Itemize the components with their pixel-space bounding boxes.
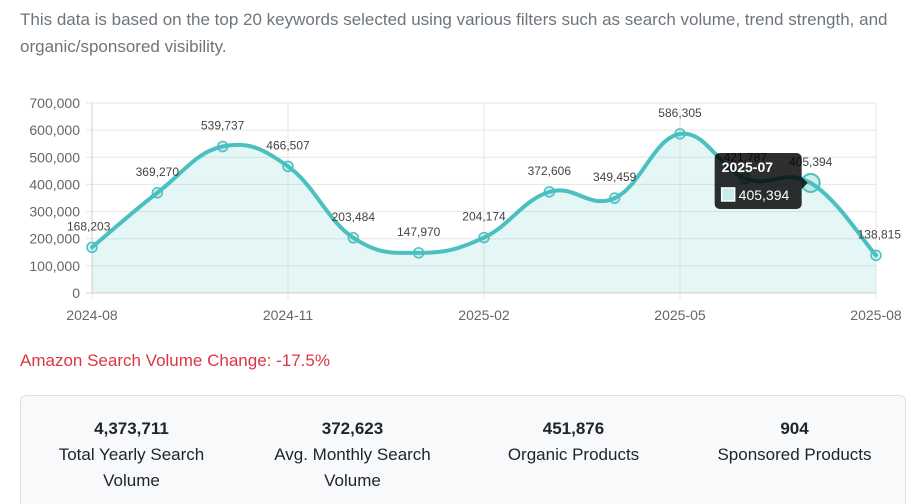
data-point[interactable] bbox=[543, 186, 556, 198]
x-tick-label: 2025-08 bbox=[850, 307, 902, 323]
data-point[interactable] bbox=[870, 249, 882, 262]
chart-svg[interactable]: 168,203 369,270 539,737 466,507 203,484 147,9… bbox=[0, 86, 922, 336]
y-tick-label: 500,000 bbox=[29, 149, 80, 165]
stat-label: Total Yearly Search Volume bbox=[58, 445, 205, 490]
x-tick-label: 2024-08 bbox=[66, 307, 118, 323]
chart-tooltip: 2025-07 405,394 bbox=[714, 152, 808, 209]
stat-sponsored-products: 904 Sponsored Products bbox=[684, 416, 905, 504]
data-label: 147,970 bbox=[397, 225, 441, 239]
y-tick-label: 600,000 bbox=[29, 122, 80, 138]
x-tick-label: 2025-05 bbox=[654, 307, 706, 323]
data-label: 466,507 bbox=[266, 138, 310, 152]
data-point[interactable] bbox=[216, 140, 229, 153]
data-description: This data is based on the top 20 keyword… bbox=[20, 10, 888, 56]
stat-value: 451,876 bbox=[542, 419, 605, 438]
stat-label: Sponsored Products bbox=[717, 445, 872, 464]
data-label: 349,459 bbox=[593, 170, 637, 184]
data-label: 539,737 bbox=[201, 118, 245, 132]
x-tick-label: 2024-11 bbox=[263, 307, 314, 323]
data-point[interactable] bbox=[412, 247, 425, 259]
stat-label: Avg. Monthly Search Volume bbox=[274, 445, 431, 490]
axis-layer: 0 100,000 200,000 300,000 400,000 500,000 600,… bbox=[29, 95, 902, 323]
stat-label: Organic Products bbox=[507, 445, 640, 464]
data-point[interactable] bbox=[151, 187, 164, 199]
stat-avg-monthly-volume: 372,623 Avg. Monthly Search Volume bbox=[242, 416, 463, 504]
data-point[interactable] bbox=[608, 192, 621, 204]
series-area-fill bbox=[92, 133, 876, 293]
stat-organic-products: 451,876 Organic Products bbox=[463, 416, 684, 504]
data-point[interactable] bbox=[674, 128, 686, 140]
stat-value: 372,623 bbox=[321, 419, 384, 438]
data-point[interactable] bbox=[282, 160, 294, 173]
search-volume-change: Amazon Search Volume Change: -17.5% bbox=[20, 351, 330, 370]
data-label: 204,174 bbox=[462, 210, 506, 224]
data-label: 168,203 bbox=[67, 219, 111, 233]
y-tick-label: 400,000 bbox=[29, 176, 80, 192]
y-tick-label: 100,000 bbox=[29, 258, 80, 274]
tooltip-value: 405,394 bbox=[739, 187, 790, 203]
data-label: 138,815 bbox=[858, 227, 902, 241]
y-tick-label: 200,000 bbox=[29, 231, 80, 247]
data-label: 372,606 bbox=[528, 164, 572, 178]
y-tick-label: 700,000 bbox=[29, 95, 80, 111]
stat-value: 4,373,711 bbox=[94, 419, 169, 438]
data-point[interactable] bbox=[347, 232, 360, 244]
stat-value: 904 bbox=[780, 419, 809, 438]
data-label: 586,305 bbox=[658, 106, 702, 120]
data-label: 369,270 bbox=[136, 165, 180, 179]
data-point[interactable] bbox=[86, 241, 98, 254]
tooltip-caret bbox=[801, 176, 808, 189]
x-tick-label: 2025-02 bbox=[458, 307, 510, 323]
stats-card: 4,373,711 Total Yearly Search Volume 372… bbox=[20, 395, 906, 504]
y-tick-label: 0 bbox=[72, 285, 80, 301]
tooltip-title: 2025-07 bbox=[722, 159, 774, 175]
tooltip-swatch bbox=[720, 187, 736, 202]
data-point[interactable] bbox=[478, 231, 490, 244]
search-volume-chart[interactable]: 168,203 369,270 539,737 466,507 203,484 147,9… bbox=[0, 86, 922, 336]
data-label: 203,484 bbox=[332, 210, 376, 224]
y-tick-label: 300,000 bbox=[29, 204, 80, 220]
stat-total-yearly-volume: 4,373,711 Total Yearly Search Volume bbox=[21, 416, 242, 504]
point-layer[interactable] bbox=[86, 128, 882, 262]
tooltip-box bbox=[714, 152, 802, 209]
